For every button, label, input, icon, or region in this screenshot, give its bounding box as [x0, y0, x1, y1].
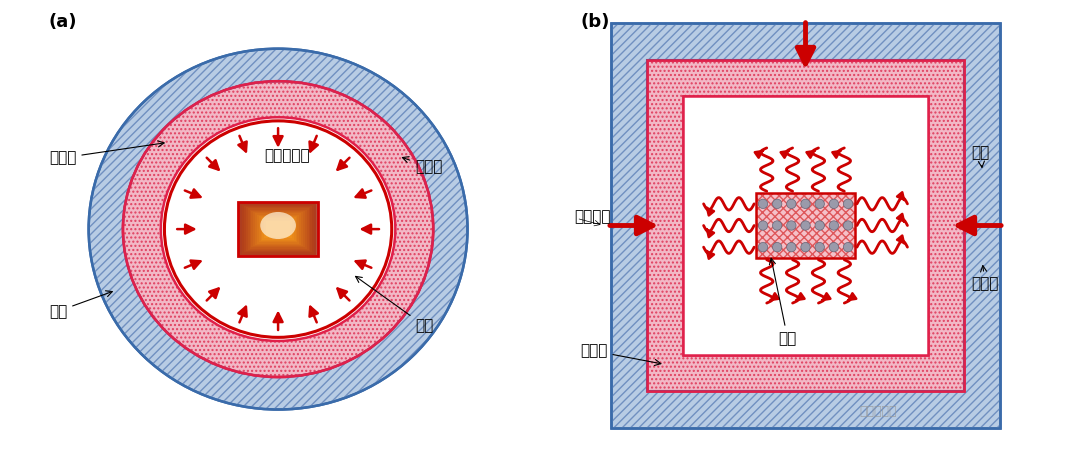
Bar	[259, 216, 297, 242]
Text: 保温层: 保温层	[49, 141, 164, 166]
Bar	[240, 203, 316, 255]
Ellipse shape	[164, 121, 392, 337]
Circle shape	[772, 199, 782, 208]
Text: 加热源: 加热源	[403, 156, 443, 175]
Circle shape	[829, 199, 838, 208]
Bar	[610, 23, 1000, 428]
Bar	[265, 220, 292, 239]
Text: 微波输入: 微波输入	[575, 209, 611, 224]
Circle shape	[786, 243, 796, 252]
Bar	[262, 218, 294, 240]
Bar	[239, 202, 318, 256]
Bar	[610, 23, 1000, 428]
Bar	[647, 60, 964, 391]
Bar	[647, 60, 964, 391]
Text: 被加热材料: 被加热材料	[265, 148, 310, 164]
Text: 保温层: 保温层	[580, 343, 661, 365]
Circle shape	[758, 243, 768, 252]
Text: (a): (a)	[49, 13, 78, 31]
Ellipse shape	[260, 212, 296, 239]
Circle shape	[758, 221, 768, 230]
Circle shape	[815, 199, 824, 208]
Bar	[647, 60, 964, 391]
Bar	[756, 193, 855, 258]
Circle shape	[801, 221, 810, 230]
Circle shape	[843, 243, 853, 252]
Ellipse shape	[123, 81, 433, 377]
Circle shape	[801, 199, 810, 208]
Bar	[683, 96, 928, 355]
Ellipse shape	[89, 49, 468, 410]
Text: 材料: 材料	[769, 258, 797, 346]
Text: 炉体: 炉体	[49, 291, 112, 319]
Circle shape	[815, 243, 824, 252]
Bar	[647, 60, 964, 391]
Text: (b): (b)	[580, 13, 609, 31]
Circle shape	[772, 221, 782, 230]
Circle shape	[829, 243, 838, 252]
Text: 微波能: 微波能	[972, 266, 999, 292]
Text: 艾邦陶瓷展: 艾邦陶瓷展	[860, 405, 897, 418]
Text: 炉体: 炉体	[972, 145, 989, 167]
Circle shape	[843, 199, 853, 208]
Bar	[249, 210, 307, 249]
Bar	[242, 205, 314, 253]
Circle shape	[843, 221, 853, 230]
Bar	[252, 211, 305, 247]
Bar	[266, 221, 291, 237]
Circle shape	[829, 221, 838, 230]
Ellipse shape	[161, 117, 395, 341]
Circle shape	[758, 199, 768, 208]
Ellipse shape	[123, 81, 433, 377]
Bar	[683, 96, 928, 355]
Bar	[253, 212, 303, 246]
Bar	[260, 217, 296, 241]
Bar	[647, 60, 964, 391]
Bar	[610, 23, 1000, 428]
Bar	[683, 96, 928, 355]
Circle shape	[786, 221, 796, 230]
Circle shape	[815, 221, 824, 230]
Bar	[255, 213, 301, 245]
Text: 热量: 热量	[355, 276, 433, 333]
Circle shape	[786, 199, 796, 208]
Bar	[246, 207, 310, 251]
Bar	[257, 215, 299, 244]
Bar	[239, 202, 318, 256]
Bar	[244, 206, 312, 253]
Bar	[247, 208, 309, 250]
Circle shape	[772, 243, 782, 252]
Bar	[756, 193, 855, 258]
Circle shape	[801, 243, 810, 252]
